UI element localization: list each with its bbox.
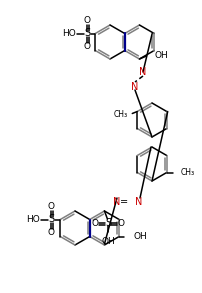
Text: =: = [119,197,127,207]
Text: S: S [48,214,54,224]
Text: S: S [84,28,90,38]
Text: OH: OH [133,232,146,241]
Text: CH₃: CH₃ [180,168,194,177]
Text: O: O [47,228,55,237]
Text: HO: HO [26,215,40,224]
Text: S: S [105,218,111,228]
Text: CH₃: CH₃ [113,110,127,119]
Text: N: N [139,67,146,77]
Text: N: N [135,197,142,207]
Text: OH: OH [101,237,115,246]
Text: HO: HO [62,29,76,38]
Text: O: O [47,202,55,211]
Text: O: O [83,42,90,51]
Text: O: O [117,219,124,227]
Text: O: O [83,16,90,25]
Text: N: N [131,82,138,92]
Text: O: O [92,219,98,227]
Text: N: N [113,197,120,207]
Text: OH: OH [154,52,167,60]
